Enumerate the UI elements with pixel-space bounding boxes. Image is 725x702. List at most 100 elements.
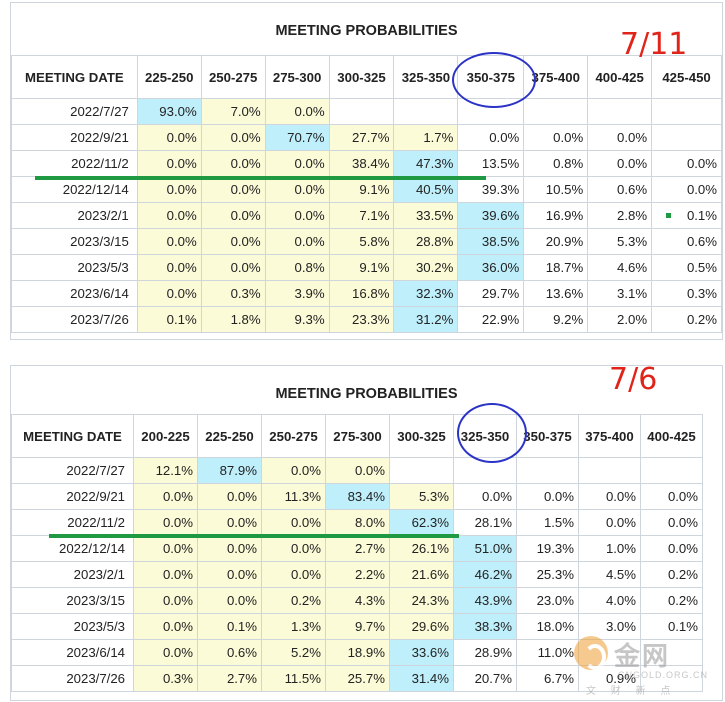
meeting-date-cell: 2023/3/15: [11, 587, 134, 614]
column-header: 250-275: [261, 414, 326, 458]
probability-cell: 0.0%: [264, 202, 330, 229]
probability-cell: 3.0%: [578, 613, 641, 640]
column-header: 275-300: [325, 414, 390, 458]
probability-cell: 24.3%: [389, 587, 454, 614]
meeting-date-cell: 2023/6/14: [11, 280, 138, 307]
probability-cell: [640, 639, 703, 666]
probability-cell: 5.8%: [328, 228, 395, 255]
probability-cell: 0.0%: [136, 124, 202, 151]
meeting-date-cell: 2023/7/26: [11, 306, 138, 333]
probability-cell: 29.7%: [457, 280, 525, 307]
probability-cell: 43.9%: [453, 587, 517, 614]
probability-cell: 0.0%: [200, 254, 266, 281]
column-header: 300-325: [389, 414, 454, 458]
probability-cell: 28.8%: [393, 228, 459, 255]
probability-cell: [389, 457, 454, 484]
probability-cell: [516, 457, 579, 484]
probability-cell: 0.0%: [133, 613, 198, 640]
probability-cell: 0.1%: [197, 613, 262, 640]
table-row: 2022/12/14 0.0% 0.0% 0.0% 9.1% 40.5% 39.3% 10.5…: [11, 176, 722, 203]
meeting-date-cell: 2022/9/21: [11, 124, 138, 151]
meeting-date-cell: 2022/11/2: [11, 509, 134, 536]
probability-cell: 0.5%: [651, 254, 722, 281]
probability-cell: 4.5%: [578, 561, 641, 588]
probability-cell: 0.0%: [261, 509, 326, 536]
table-row: 2023/3/15 0.0% 0.0% 0.0% 5.8% 28.8% 38.5% 20.9%…: [11, 228, 722, 255]
probability-cell: 1.7%: [393, 124, 459, 151]
meeting-date-cell: 2023/2/1: [11, 561, 134, 588]
meeting-date-cell: 2022/12/14: [11, 535, 134, 562]
probability-cell: 39.6%: [457, 202, 525, 229]
probability-cell: 0.6%: [197, 639, 262, 666]
probability-cell: 38.5%: [457, 228, 525, 255]
date-stamp: 7/11: [620, 27, 688, 62]
marker-dot: [666, 213, 671, 218]
probability-cell: 0.0%: [261, 457, 326, 484]
probability-cell: 32.3%: [393, 280, 459, 307]
probability-cell: 0.0%: [197, 587, 262, 614]
panel-title: MEETING PROBABILITIES: [275, 386, 458, 402]
probability-cell: 2.7%: [325, 535, 390, 562]
probability-cell: 0.6%: [651, 228, 722, 255]
probability-cell: 0.0%: [578, 509, 641, 536]
probability-cell: 9.7%: [325, 613, 390, 640]
meeting-date-cell: 2023/3/15: [11, 228, 138, 255]
probability-cell: 0.0%: [197, 483, 262, 510]
probability-cell: 0.0%: [133, 639, 198, 666]
probability-cell: [328, 98, 395, 125]
probability-cell: [523, 98, 589, 125]
probability-cell: 4.6%: [587, 254, 653, 281]
probability-cell: 28.1%: [453, 509, 517, 536]
table-row: 2022/11/2 0.0% 0.0% 0.0% 8.0% 62.3% 28.1% 1.5% 0…: [11, 509, 703, 536]
probability-cell: 0.0%: [200, 202, 266, 229]
column-header: MEETING DATE: [11, 414, 134, 458]
probability-cell: 16.8%: [328, 280, 395, 307]
table-header-row: MEETING DATE 200-225 225-250 250-275 275…: [11, 414, 703, 458]
probability-cell: 0.0%: [133, 587, 198, 614]
probability-cell: 0.3%: [651, 280, 722, 307]
probability-cell: 23.0%: [516, 587, 579, 614]
probability-cell: 0.8%: [523, 150, 589, 177]
probability-cell: 0.0%: [136, 176, 202, 203]
probability-cell: 0.0%: [136, 254, 202, 281]
probability-cell: 39.3%: [457, 176, 525, 203]
table-row: 2023/6/14 0.0% 0.3% 3.9% 16.8% 32.3% 29.7% 13.6…: [11, 280, 722, 307]
probability-cell: 12.1%: [133, 457, 198, 484]
probability-cell: 51.0%: [453, 535, 517, 562]
probability-cell: 38.3%: [453, 613, 517, 640]
probability-cell: 5.2%: [261, 639, 326, 666]
probability-cell: 23.3%: [328, 306, 395, 333]
probability-cell: 0.0%: [264, 228, 330, 255]
probability-cell: 11.3%: [261, 483, 326, 510]
probability-cell: 0.0%: [261, 561, 326, 588]
probability-cell: 0.2%: [640, 561, 703, 588]
probability-cell: 0.0%: [578, 483, 641, 510]
probability-cell: 5.3%: [587, 228, 653, 255]
probability-cell: 20.9%: [523, 228, 589, 255]
column-header: 300-325: [328, 55, 395, 99]
probability-cell: 0.0%: [136, 202, 202, 229]
probability-panel-7-11: MEETING PROBABILITIES MEETING DATE 225-2…: [10, 2, 723, 340]
probability-cell: 0.8%: [264, 254, 330, 281]
probability-cell: 36.0%: [457, 254, 525, 281]
table-header-row: MEETING DATE 225-250 250-275 275-300 300…: [11, 55, 722, 99]
probability-cell: 0.2%: [651, 306, 722, 333]
probability-cell: 9.1%: [328, 254, 395, 281]
meeting-date-cell: 2022/7/27: [11, 457, 134, 484]
meeting-date-cell: 2023/5/3: [11, 613, 134, 640]
panel-title: MEETING PROBABILITIES: [275, 23, 458, 39]
table-row: 2023/7/26 0.1% 1.8% 9.3% 23.3% 31.2% 22.9% 9.2%…: [11, 306, 722, 333]
probability-cell: 2.7%: [197, 665, 262, 692]
probability-cell: 0.3%: [133, 665, 198, 692]
meeting-date-cell: 2023/7/26: [11, 665, 134, 692]
probability-cell: 0.0%: [200, 150, 266, 177]
column-header: 225-250: [136, 55, 202, 99]
meeting-date-cell: 2023/2/1: [11, 202, 138, 229]
meeting-date-cell: 2022/7/27: [11, 98, 138, 125]
probability-cell: 25.7%: [325, 665, 390, 692]
divider-line-annotation: [49, 534, 459, 538]
probability-cell: 0.0%: [200, 176, 266, 203]
probability-table: MEETING DATE 225-250 250-275 275-300 300…: [11, 55, 722, 333]
probability-cell: 1.5%: [516, 509, 579, 536]
probability-cell: 22.9%: [457, 306, 525, 333]
